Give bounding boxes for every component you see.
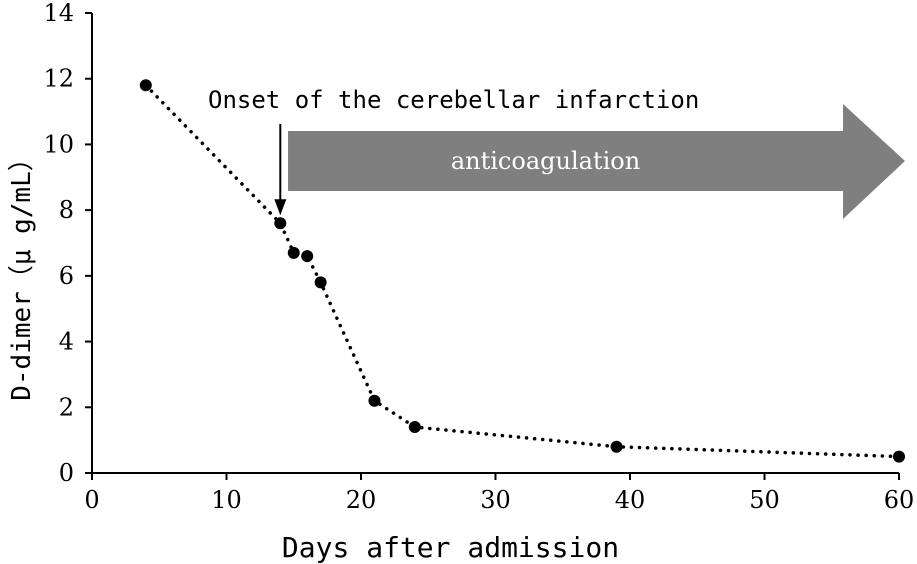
y-tick-label: 2 bbox=[59, 393, 74, 421]
onset-annotation-label: Onset of the cerebellar infarction bbox=[208, 86, 699, 114]
y-tick-label: 10 bbox=[43, 130, 74, 158]
y-tick-label: 6 bbox=[59, 262, 74, 290]
onset-arrow-head bbox=[274, 199, 287, 216]
series-d-dimer bbox=[139, 79, 905, 463]
data-point bbox=[408, 421, 421, 433]
data-point bbox=[314, 276, 327, 289]
data-point bbox=[274, 217, 287, 230]
x-tick-label: 0 bbox=[84, 486, 99, 514]
x-tick-label: 10 bbox=[211, 486, 242, 514]
x-tick-label: 20 bbox=[346, 486, 377, 514]
x-tick-label: 30 bbox=[480, 486, 511, 514]
x-axis-label: Days after admission bbox=[282, 531, 619, 564]
y-tick-label: 0 bbox=[59, 459, 74, 487]
data-point bbox=[287, 246, 300, 259]
x-ticks: 0 10 20 30 40 50 60 bbox=[84, 473, 914, 514]
anticoagulation-label: anticoagulation bbox=[451, 147, 640, 175]
anticoagulation-arrow bbox=[288, 104, 905, 219]
x-tick-label: 40 bbox=[615, 486, 646, 514]
data-point bbox=[610, 440, 623, 453]
y-tick-label: 8 bbox=[59, 196, 74, 224]
y-axis-label: D-dimer（μ g/mL） bbox=[7, 145, 37, 401]
x-tick-label: 50 bbox=[749, 486, 780, 514]
y-tick-label: 14 bbox=[43, 0, 74, 27]
x-tick-label: 60 bbox=[884, 486, 915, 514]
y-tick-label: 4 bbox=[59, 328, 74, 356]
data-point bbox=[368, 394, 381, 407]
data-point bbox=[139, 79, 152, 92]
y-tick-label: 12 bbox=[43, 65, 74, 93]
data-point bbox=[893, 450, 905, 463]
data-point bbox=[301, 250, 314, 263]
y-ticks: 0 2 4 6 8 10 12 14 bbox=[43, 0, 92, 487]
